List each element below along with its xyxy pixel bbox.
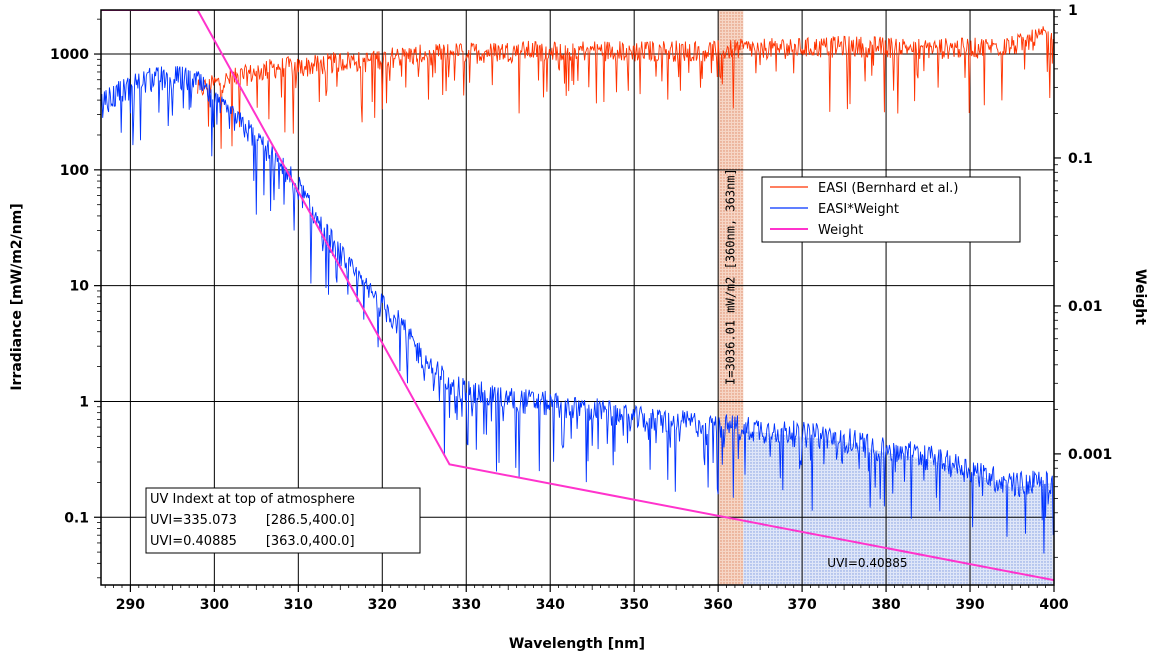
y-right-tick-label-0.1: 0.1	[1068, 151, 1093, 167]
legend-label-weight: Weight	[818, 223, 863, 238]
y-right-tick-label-0.001: 0.001	[1068, 447, 1112, 463]
x-tick-label-300: 300	[200, 597, 229, 613]
x-axis-title: Wavelength [nm]	[509, 636, 645, 652]
plot-frame	[100, 9, 1055, 586]
series-line-easi-weight	[101, 66, 1054, 554]
x-tick-label-290: 290	[116, 597, 145, 613]
y-left-tick-label-0.1: 0.1	[64, 510, 89, 526]
y-right-tick-label-1: 1	[1068, 3, 1078, 19]
y-right-tick-label-0.01: 0.01	[1068, 299, 1103, 315]
series-line-weight	[101, 10, 1054, 582]
y-left-tick-label-100: 100	[60, 163, 89, 179]
shading-layer	[718, 10, 1054, 585]
series-line-easi	[197, 26, 1054, 149]
annotation-box-frame	[145, 487, 421, 554]
series-layer	[101, 10, 1054, 582]
x-tick-label-380: 380	[871, 597, 900, 613]
legend-label-easi: EASI (Bernhard et al.)	[818, 181, 958, 196]
x-tick-label-320: 320	[368, 597, 397, 613]
x-tick-label-350: 350	[620, 597, 649, 613]
y-left-tick-label-10: 10	[70, 279, 90, 295]
band-label: I=3036.01 mW/m2 [360nm, 363nm]	[724, 168, 738, 385]
legend: EASI (Bernhard et al.) EASI*Weight Weigh…	[761, 176, 1021, 243]
x-tick-label-310: 310	[284, 597, 313, 613]
annotation-line-title: UV Indext at top of atmosphere	[150, 492, 355, 507]
legend-box	[761, 176, 1021, 243]
y-axis-right-title: Weight	[1132, 269, 1148, 325]
annotation-box: UV Indext at top of atmosphere UVI=335.0…	[145, 487, 421, 554]
annotation-line-uvi-partial: UVI=0.40885 [363.0,400.0]	[150, 534, 355, 549]
axes-layer: 290 300 310 320 330 340 350 360 370 380 390 400 0.1 1…	[50, 3, 1112, 613]
x-tick-label-340: 340	[536, 597, 565, 613]
y-axis-left-title: Irradiance [mW/m2/nm]	[9, 203, 25, 390]
highlight-band	[718, 10, 744, 585]
x-tick-label-400: 400	[1039, 597, 1068, 613]
x-tick-label-390: 390	[955, 597, 984, 613]
y-left-tick-label-1: 1	[79, 394, 89, 410]
legend-label-easi-weight: EASI*Weight	[818, 202, 899, 217]
uvi-region-label: UVI=0.40885	[827, 556, 907, 570]
uvi-shaded-region	[743, 430, 1054, 585]
x-tick-label-360: 360	[704, 597, 733, 613]
x-tick-label-330: 330	[452, 597, 481, 613]
x-tick-label-370: 370	[787, 597, 816, 613]
annotation-line-uvi-full: UVI=335.073 [286.5,400.0]	[150, 513, 355, 528]
y-left-tick-label-1000: 1000	[50, 47, 89, 63]
